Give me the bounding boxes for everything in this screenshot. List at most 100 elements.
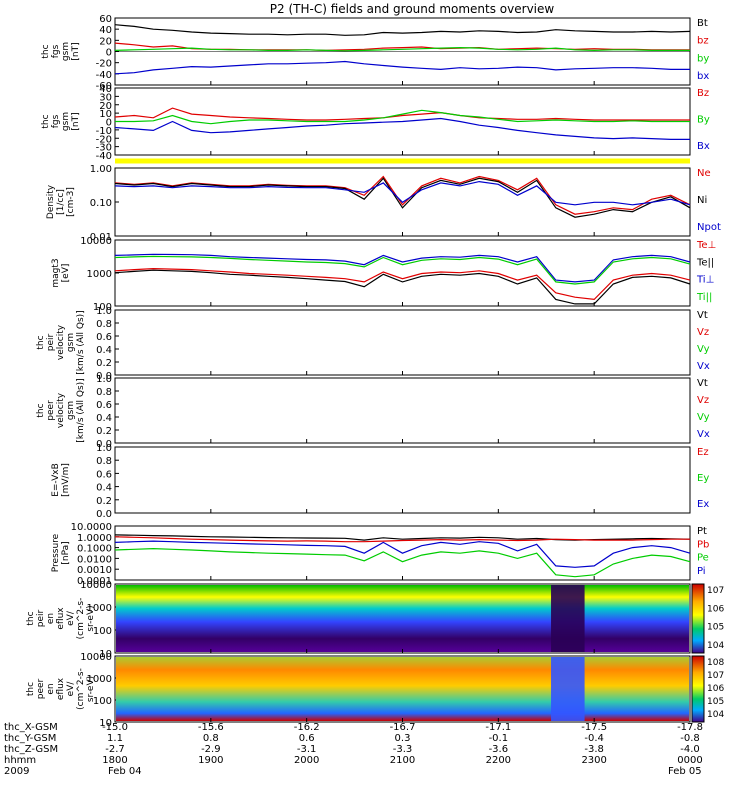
y-tick-label: 1.0 bbox=[96, 306, 112, 317]
footer-value: -15.0 bbox=[102, 722, 128, 733]
y-axis-label-line: peir bbox=[36, 609, 46, 627]
y-tick-label: 1000 bbox=[87, 674, 112, 685]
y-axis-label-line: [eV] bbox=[61, 264, 71, 283]
y-tick-label: -40 bbox=[96, 151, 112, 162]
colorbar-tick-label: 104 bbox=[707, 710, 724, 720]
legend-entry: Vx bbox=[697, 429, 710, 440]
colorbar-tick-label: 106 bbox=[707, 604, 724, 614]
footer-value: -16.7 bbox=[390, 722, 416, 733]
legend-entry: Ne bbox=[697, 168, 711, 179]
y-tick-label: 1.00 bbox=[90, 164, 112, 175]
y-axis-label-line: [km/s (All Qs)] bbox=[76, 310, 86, 374]
y-tick-label: 0.0010 bbox=[77, 565, 112, 576]
y-axis-label: E=-VxB [mV/m] bbox=[51, 463, 71, 497]
panel-frame bbox=[114, 377, 691, 444]
y-axis-label-line: [nT] bbox=[71, 112, 81, 130]
footer-row-label: thc_Z-GSM bbox=[4, 744, 58, 755]
y-tick-label: 1000 bbox=[87, 269, 112, 280]
legend-entry: Pi bbox=[697, 566, 706, 577]
y-axis-label-line: thc bbox=[36, 403, 46, 417]
colorbar-tick-label: 104 bbox=[707, 641, 724, 651]
footer-value: -17.1 bbox=[485, 722, 511, 733]
y-tick-label: 0 bbox=[106, 118, 112, 129]
footer-value: 2200 bbox=[486, 755, 511, 766]
y-axis-label-line: velocity bbox=[56, 392, 66, 428]
y-axis-label-line: Density bbox=[46, 184, 56, 219]
footer-value: -4.0 bbox=[680, 744, 700, 755]
y-tick-label: 100 bbox=[93, 626, 112, 637]
y-tick-label: 0.2 bbox=[96, 426, 112, 437]
legend-entry: Te|| bbox=[696, 257, 714, 268]
y-tick-label: -30 bbox=[96, 143, 112, 154]
legend-entry: Ez bbox=[697, 447, 709, 458]
y-tick-label: 0 bbox=[106, 48, 112, 59]
colorbar bbox=[691, 583, 705, 654]
y-tick-label: 0.4 bbox=[96, 413, 112, 424]
colorbar-tick-label: 106 bbox=[707, 684, 724, 694]
footer-value: -15.6 bbox=[198, 722, 224, 733]
y-axis-label-line: [cm-3] bbox=[66, 187, 76, 217]
heatmap-field bbox=[116, 585, 689, 652]
heatmap-gap bbox=[551, 585, 585, 652]
y-tick-label: 0.0001 bbox=[77, 576, 112, 587]
legend-entry: Bz bbox=[697, 88, 709, 99]
legend-entry: Npot bbox=[697, 222, 721, 233]
y-axis-label-line: Pressure bbox=[51, 533, 61, 572]
y-tick-label: 10.0000 bbox=[71, 522, 112, 533]
legend-entry: Vx bbox=[697, 361, 710, 372]
footer-value: -3.8 bbox=[584, 744, 604, 755]
footer-value: 0000 bbox=[677, 755, 702, 766]
y-axis-label-line: [nT] bbox=[71, 42, 81, 60]
legend-entry: Pe bbox=[697, 553, 709, 564]
legend-entry: bx bbox=[697, 71, 709, 82]
legend-entry: Pt bbox=[697, 526, 707, 537]
y-tick-label: 10 bbox=[99, 718, 112, 729]
series-Ni bbox=[114, 177, 691, 218]
y-tick-label: 0.8 bbox=[96, 456, 112, 467]
y-tick-label: 0.6 bbox=[96, 469, 112, 480]
y-axis-label-line: thc bbox=[41, 114, 51, 128]
footer-date-end: Feb 05 bbox=[668, 766, 702, 777]
series-Npot bbox=[114, 180, 691, 206]
panel-5: 1.0 0.8 0.6 0.4 0.2 0.0 thc peer velocity gsm [km/… bbox=[36, 374, 710, 450]
legend-entry: By bbox=[697, 115, 710, 126]
y-tick-label: -20 bbox=[96, 134, 112, 145]
footer-value: 2000 bbox=[294, 755, 319, 766]
y-tick-label: 1.0 bbox=[96, 374, 112, 385]
y-axis-label: thc peir velocity gsm [km/s (All Qs)] bbox=[36, 310, 86, 374]
footer-value: 0.8 bbox=[203, 733, 219, 744]
y-tick-label: 0.6 bbox=[96, 400, 112, 411]
colorbar-tick-label: 107 bbox=[707, 671, 724, 681]
legend-entry: Vy bbox=[697, 412, 710, 423]
y-tick-label: 40 bbox=[99, 84, 112, 95]
y-tick-label: 0.4 bbox=[96, 483, 112, 494]
y-tick-label: 0.4 bbox=[96, 345, 112, 356]
colorbar-tick-label: 107 bbox=[707, 586, 724, 596]
y-axis-label: Pressure [nPa] bbox=[51, 533, 71, 572]
y-tick-label: 1.0000 bbox=[77, 533, 112, 544]
legend-entry: Ex bbox=[697, 499, 709, 510]
y-axis-label-line: peir bbox=[46, 333, 56, 351]
footer-value: -0.8 bbox=[680, 733, 700, 744]
y-axis-label-line: gsm bbox=[66, 401, 76, 420]
footer-value: 2100 bbox=[390, 755, 415, 766]
y-axis-label-line: gsm bbox=[66, 333, 76, 352]
footer-year: 2009 bbox=[4, 766, 29, 777]
legend-entry: Te⊥ bbox=[696, 240, 716, 251]
heatmap-gap bbox=[551, 657, 585, 721]
y-axis-label-line: [nPa] bbox=[61, 541, 71, 564]
footer-value: -17.8 bbox=[677, 722, 703, 733]
legend-entry: Ni bbox=[697, 195, 707, 206]
y-axis-label-line: peer bbox=[46, 400, 56, 421]
y-tick-label: 20 bbox=[99, 36, 112, 47]
legend-entry: Vz bbox=[697, 327, 709, 338]
series-Bt bbox=[114, 24, 691, 36]
legend-entry: Vt bbox=[697, 310, 708, 321]
y-tick-label: 1000 bbox=[87, 603, 112, 614]
heatmap-field bbox=[116, 657, 689, 721]
y-tick-label: 0.0 bbox=[96, 439, 112, 450]
y-tick-label: 10000 bbox=[80, 236, 112, 247]
legend-entry: bz bbox=[697, 36, 709, 47]
